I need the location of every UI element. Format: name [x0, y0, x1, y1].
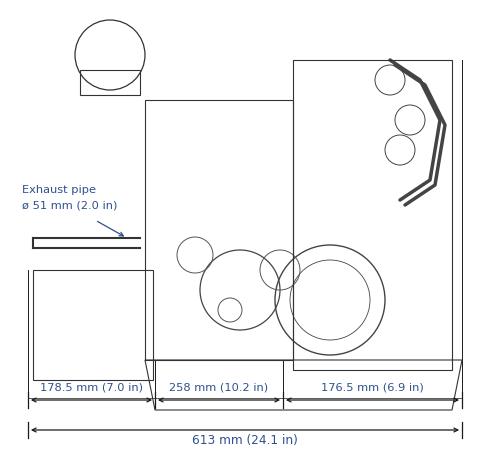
- Text: 613 mm (24.1 in): 613 mm (24.1 in): [192, 434, 298, 447]
- Text: 178.5 mm (7.0 in): 178.5 mm (7.0 in): [40, 382, 143, 392]
- Text: 176.5 mm (6.9 in): 176.5 mm (6.9 in): [321, 382, 424, 392]
- Text: Exhaust pipe: Exhaust pipe: [22, 185, 96, 195]
- Text: ø 51 mm (2.0 in): ø 51 mm (2.0 in): [22, 200, 118, 210]
- Text: 258 mm (10.2 in): 258 mm (10.2 in): [169, 382, 269, 392]
